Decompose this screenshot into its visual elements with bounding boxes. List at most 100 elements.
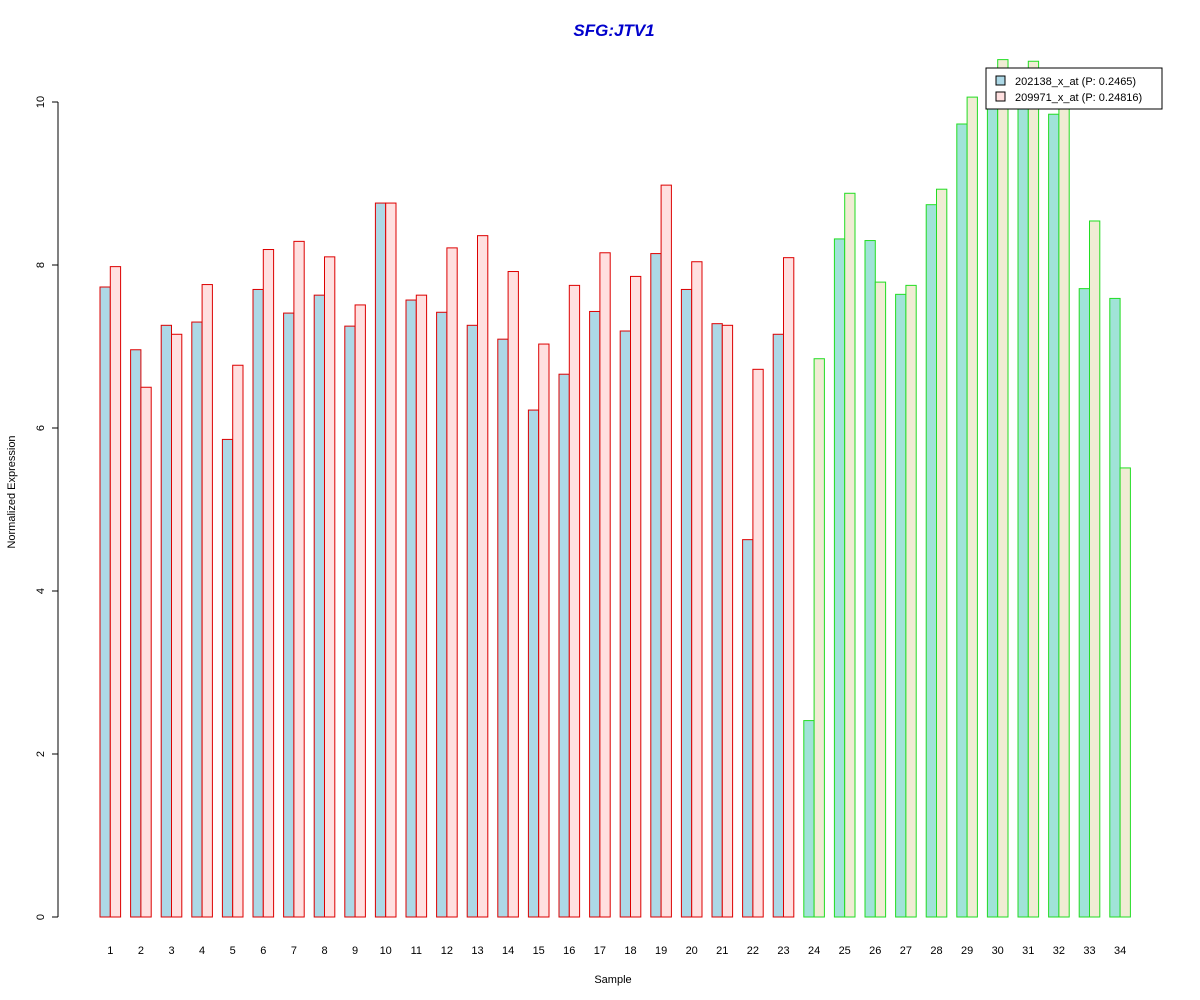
- bar-209971-sample-19: [660, 184, 672, 918]
- x-tick-label: 1: [107, 945, 113, 957]
- bar-202138-sample-23: [772, 333, 785, 918]
- x-tick-label: 7: [291, 945, 297, 957]
- legend-swatch-209971: [995, 91, 1006, 102]
- bar-202138-sample-19: [650, 253, 662, 918]
- legend-label-209971: 209971_x_at (P: 0.24816): [1015, 92, 1142, 104]
- bar-209971-sample-28: [936, 188, 948, 918]
- bar-209971-sample-7: [293, 240, 305, 918]
- bar-209971-sample-20: [691, 261, 703, 918]
- bar-202138-sample-3: [160, 324, 172, 918]
- bar-202138-sample-5: [221, 438, 234, 918]
- bar-209971-sample-16: [568, 284, 581, 918]
- y-tick-label: 0: [35, 914, 47, 920]
- bar-202138-sample-18: [619, 330, 632, 918]
- x-tick-label: 16: [563, 945, 575, 957]
- x-tick-label: 20: [686, 945, 698, 957]
- bar-209971-sample-24: [813, 358, 825, 918]
- x-tick-label: 8: [321, 945, 327, 957]
- bar-209971-sample-17: [599, 252, 611, 918]
- bar-209971-sample-15: [538, 343, 550, 918]
- x-tick-label: 14: [502, 945, 514, 957]
- x-tick-label: 18: [624, 945, 636, 957]
- x-tick-label: 34: [1114, 945, 1126, 957]
- bar-202138-sample-10: [374, 202, 387, 918]
- bar-202138-sample-33: [1078, 288, 1090, 918]
- bar-209971-sample-34: [1119, 467, 1131, 918]
- bar-202138-sample-11: [405, 299, 417, 918]
- bar-202138-sample-8: [313, 294, 326, 918]
- bar-209971-sample-27: [905, 284, 917, 918]
- bar-202138-sample-20: [680, 288, 693, 918]
- x-tick-label: 33: [1083, 945, 1095, 957]
- x-axis-label: Sample: [594, 974, 631, 986]
- x-tick-label: 19: [655, 945, 667, 957]
- legend-box: [985, 67, 1163, 110]
- bar-202138-sample-17: [589, 310, 601, 918]
- x-tick-label: 22: [747, 945, 759, 957]
- x-tick-label: 24: [808, 945, 820, 957]
- bar-209971-sample-26: [874, 281, 887, 918]
- bar-209971-sample-3: [171, 333, 183, 918]
- bar-209971-sample-5: [232, 364, 244, 918]
- x-tick-label: 3: [168, 945, 174, 957]
- x-tick-label: 2: [138, 945, 144, 957]
- y-axis-label: Normalized Expression: [6, 435, 18, 548]
- bar-209971-sample-12: [446, 247, 458, 918]
- y-axis: 0 2 4 6 8 10: [35, 96, 59, 920]
- bar-202138-sample-4: [191, 321, 203, 918]
- bar-209971-sample-30: [997, 59, 1009, 918]
- bar-202138-sample-28: [925, 204, 938, 918]
- bar-209971-sample-14: [507, 271, 519, 918]
- x-tick-label: 26: [869, 945, 881, 957]
- x-tick-label: 6: [260, 945, 266, 957]
- x-tick-label: 30: [992, 945, 1004, 957]
- x-tick-label: 29: [961, 945, 973, 957]
- y-tick-label: 8: [35, 262, 47, 268]
- x-tick-label: 17: [594, 945, 606, 957]
- x-tick-label: 13: [471, 945, 483, 957]
- x-tick-label: 27: [900, 945, 912, 957]
- x-tick-label: 11: [411, 945, 422, 957]
- bar-209971-sample-4: [201, 284, 213, 918]
- bar-202138-sample-2: [130, 349, 142, 918]
- x-tick-label: 9: [352, 945, 358, 957]
- bar-202138-sample-1: [99, 286, 111, 918]
- y-tick-label: 4: [35, 588, 47, 594]
- bar-202138-sample-13: [466, 324, 479, 918]
- bar-209971-sample-8: [324, 256, 336, 918]
- bar-209971-sample-13: [477, 235, 489, 918]
- legend-label-202138: 202138_x_at (P: 0.2465): [1015, 76, 1136, 88]
- x-tick-label: 12: [441, 945, 453, 957]
- bar-202138-sample-14: [497, 338, 509, 918]
- x-tick-label: 23: [777, 945, 789, 957]
- bar-202138-sample-9: [344, 325, 356, 918]
- bar-202138-sample-26: [864, 240, 876, 918]
- bar-202138-sample-22: [742, 539, 754, 918]
- chart-title: SFG:JTV1: [573, 21, 654, 40]
- bar-209971-sample-6: [262, 249, 275, 918]
- bar-202138-sample-7: [283, 312, 295, 918]
- bar-202138-sample-27: [895, 293, 907, 918]
- x-tick-label: 31: [1022, 945, 1034, 957]
- x-tick-label: 21: [716, 945, 728, 957]
- bar-202138-sample-15: [527, 409, 540, 918]
- bar-209971-sample-9: [354, 304, 366, 918]
- x-tick-label: 4: [199, 945, 205, 957]
- bar-209971-sample-2: [140, 386, 152, 918]
- bar-209971-sample-31: [1027, 60, 1040, 918]
- x-tick-label: 32: [1053, 945, 1065, 957]
- bar-209971-sample-23: [783, 257, 795, 918]
- y-tick-label: 6: [35, 425, 47, 431]
- x-tick-label: 28: [930, 945, 942, 957]
- legend: 202138_x_at (P: 0.2465) 209971_x_at (P: …: [985, 67, 1163, 110]
- bar-202138-sample-21: [711, 323, 723, 918]
- bars: [99, 59, 1131, 918]
- x-tick-label: 15: [533, 945, 545, 957]
- bar-202138-sample-6: [252, 288, 264, 918]
- legend-swatch-202138: [995, 75, 1006, 86]
- bar-209971-sample-21: [721, 324, 734, 918]
- y-tick-label: 10: [35, 96, 47, 108]
- bar-209971-sample-33: [1089, 220, 1101, 918]
- x-tick-label: 25: [839, 945, 851, 957]
